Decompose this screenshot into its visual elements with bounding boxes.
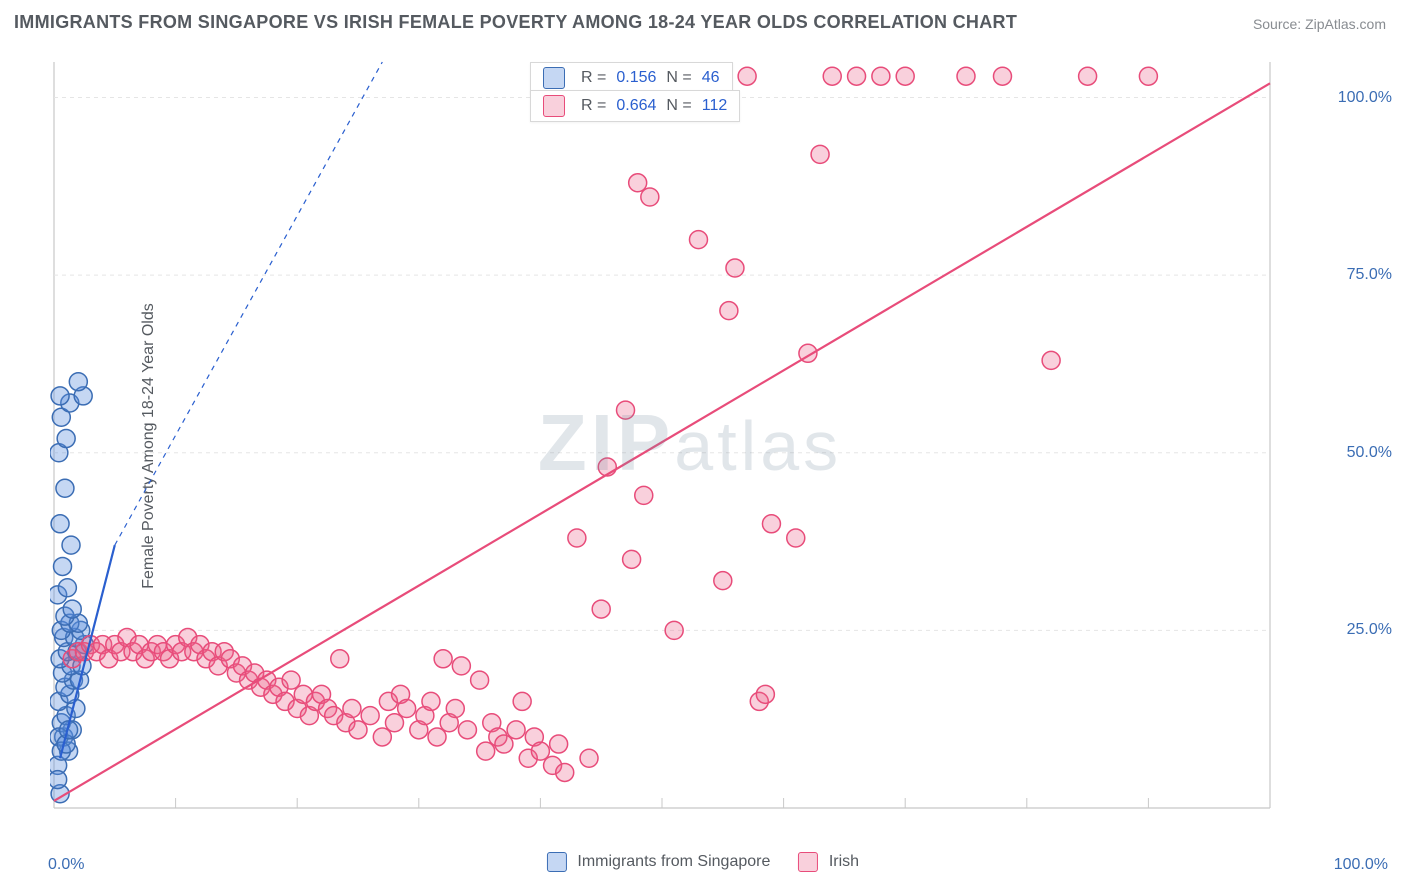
chart-title: IMMIGRANTS FROM SINGAPORE VS IRISH FEMAL… <box>14 12 1017 33</box>
stat-r-label: R = <box>581 69 606 87</box>
stat-r-value: 0.664 <box>616 97 656 115</box>
y-tick-75: 75.0% <box>1347 266 1392 284</box>
y-tick-100: 100.0% <box>1338 89 1392 107</box>
source-attribution: Source: ZipAtlas.com <box>1253 16 1386 32</box>
stat-n-label: N = <box>666 69 691 87</box>
stat-box-irish: R = 0.664 N = 112 <box>530 90 740 122</box>
stat-r-value: 0.156 <box>616 69 656 87</box>
y-tick-25: 25.0% <box>1347 621 1392 639</box>
bottom-legend: Immigrants from Singapore Irish <box>547 852 859 872</box>
legend-label: Immigrants from Singapore <box>577 853 770 870</box>
chart-plot-area: ZIPatlas <box>50 58 1330 828</box>
legend-item-irish: Irish <box>798 852 859 872</box>
legend-label: Irish <box>829 853 859 870</box>
y-tick-50: 50.0% <box>1347 444 1392 462</box>
stat-n-value: 46 <box>702 69 720 87</box>
swatch-pink-icon <box>543 95 565 117</box>
swatch-pink-icon <box>798 852 818 872</box>
legend-item-singapore: Immigrants from Singapore <box>547 852 770 872</box>
x-tick-max: 100.0% <box>1334 856 1388 874</box>
chart-svg <box>50 58 1330 828</box>
swatch-blue-icon <box>543 67 565 89</box>
stat-n-value: 112 <box>702 97 728 115</box>
swatch-blue-icon <box>547 852 567 872</box>
x-tick-min: 0.0% <box>48 856 84 874</box>
stat-n-label: N = <box>666 97 691 115</box>
stat-r-label: R = <box>581 97 606 115</box>
